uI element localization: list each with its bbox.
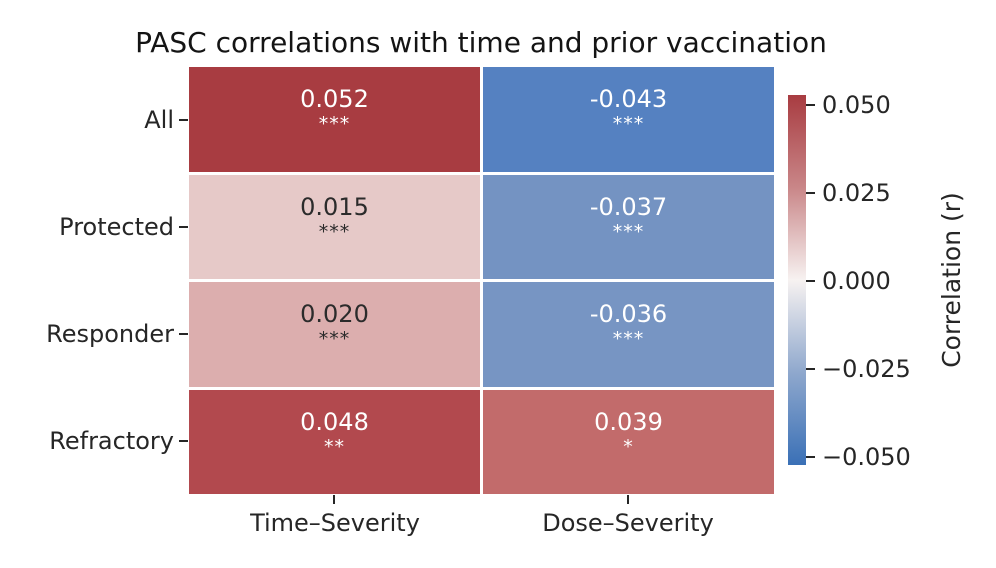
cell-value: 0.020: [300, 300, 369, 328]
row-label-protected: Protected: [59, 213, 174, 241]
cell-significance: ***: [318, 113, 351, 135]
colorbar-tick-label: −0.050: [822, 443, 911, 471]
row-label-refractory: Refractory: [49, 427, 174, 455]
cell-significance: *: [623, 435, 634, 458]
cell-value: 0.048: [300, 407, 369, 436]
colorbar-tick: [806, 456, 815, 459]
heatmap-cell-refractory-dose: 0.039 *: [483, 389, 774, 494]
cell-significance: ***: [318, 328, 351, 350]
cell-value: 0.052: [300, 85, 369, 113]
cell-value: -0.037: [589, 192, 668, 221]
colorbar-axis-label: Correlation (r): [937, 192, 966, 368]
colorbar-tick: [806, 280, 815, 283]
x-axis-tick: [627, 495, 630, 504]
heatmap-cell-responder-dose: -0.036 ***: [483, 282, 774, 387]
colorbar-tick-label: 0.025: [822, 179, 891, 207]
cell-value: -0.043: [589, 85, 668, 113]
colorbar-tick: [806, 192, 815, 195]
cell-significance: **: [324, 435, 345, 458]
colorbar-tick: [806, 368, 815, 371]
colorbar-tick-label: 0.000: [822, 267, 891, 295]
colorbar-gradient: [788, 95, 806, 465]
cell-significance: ***: [612, 113, 645, 135]
y-axis-tick: [179, 333, 188, 336]
heatmap-cell-all-dose: -0.043 ***: [483, 67, 774, 172]
cell-significance: ***: [612, 328, 645, 350]
col-label-time-severity: Time–Severity: [250, 509, 420, 537]
y-axis-tick: [179, 119, 188, 122]
cell-value: 0.039: [594, 407, 663, 436]
colorbar-tick-label: 0.050: [822, 91, 891, 119]
row-label-all: All: [144, 106, 174, 134]
x-axis-tick: [333, 495, 336, 504]
cell-significance: ***: [318, 220, 351, 243]
cell-significance: ***: [612, 220, 645, 243]
colorbar-tick-label: −0.025: [822, 355, 911, 383]
cell-value: -0.036: [589, 300, 668, 328]
chart-title: PASC correlations with time and prior va…: [135, 26, 827, 59]
heatmap-grid: 0.052 *** -0.043 *** 0.015 *** -0.037 **…: [189, 67, 774, 494]
y-axis-tick: [179, 440, 188, 443]
heatmap-cell-protected-time: 0.015 ***: [189, 174, 480, 279]
heatmap-cell-refractory-time: 0.048 **: [189, 389, 480, 494]
heatmap-cell-responder-time: 0.020 ***: [189, 282, 480, 387]
heatmap-cell-protected-dose: -0.037 ***: [483, 174, 774, 279]
colorbar-tick: [806, 104, 815, 107]
y-axis-tick: [179, 226, 188, 229]
heatmap-cell-all-time: 0.052 ***: [189, 67, 480, 172]
col-label-dose-severity: Dose–Severity: [542, 509, 714, 537]
row-label-responder: Responder: [46, 320, 174, 348]
cell-value: 0.015: [300, 192, 369, 221]
